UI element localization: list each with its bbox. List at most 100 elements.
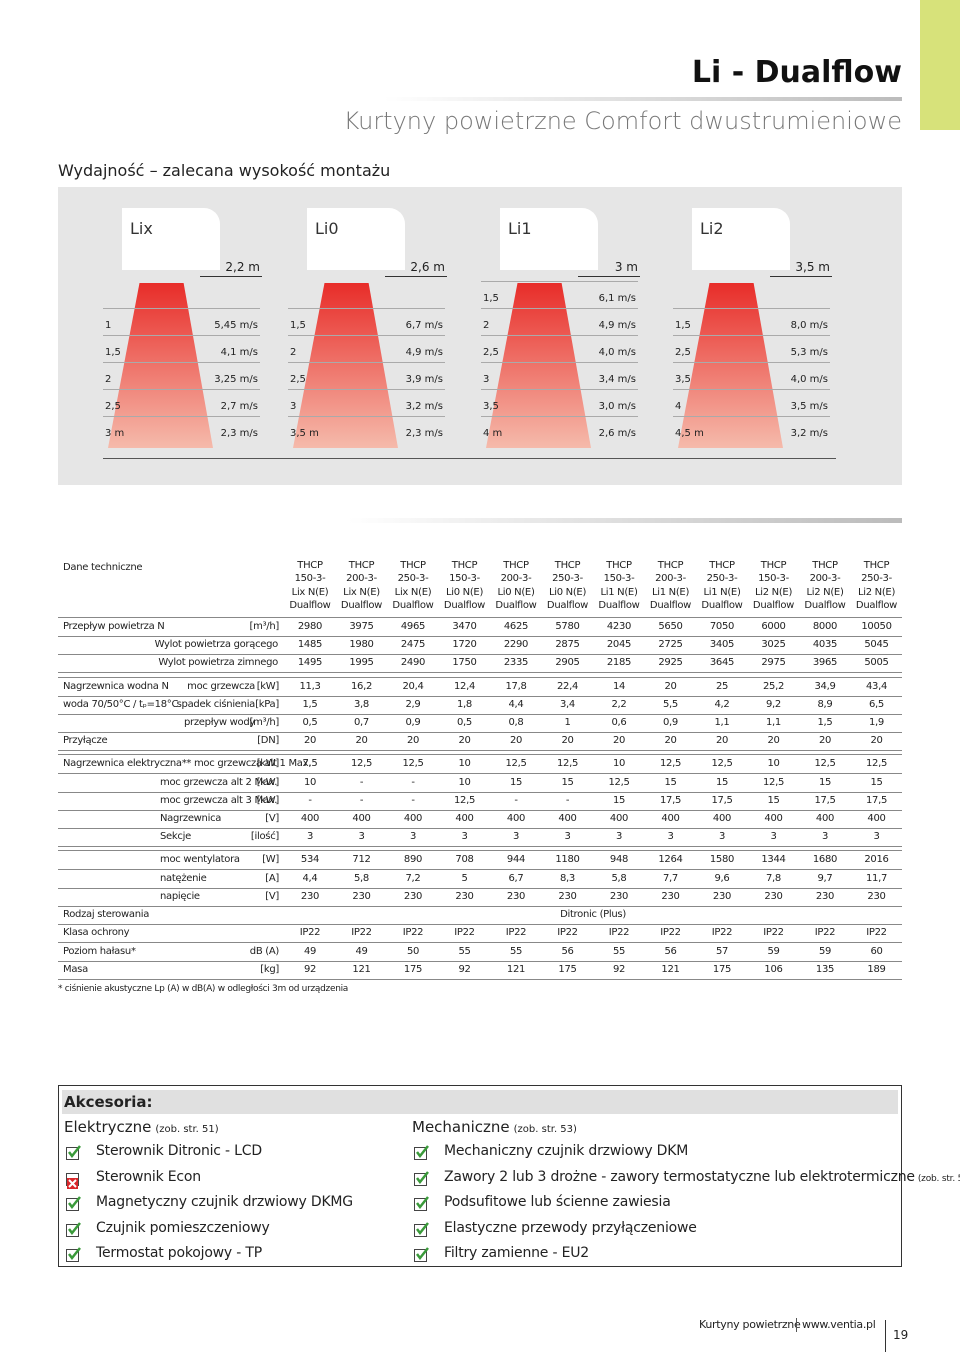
cell-value: 15 <box>612 795 626 806</box>
accessories-title: Akcesoria: <box>64 1093 153 1111</box>
air-speed: 5,45 m/s <box>214 320 258 331</box>
cell-value: IP22 <box>557 927 578 938</box>
height-rule <box>385 276 447 277</box>
check-icon <box>416 1247 429 1260</box>
cell-value: 12,5 <box>556 758 579 769</box>
row-rule <box>673 362 830 363</box>
cell-value: 0,8 <box>508 717 524 728</box>
cell-value: 230 <box>558 891 577 902</box>
column-header: Dualflow <box>752 599 795 611</box>
row-label: Przyłącze <box>63 735 108 746</box>
cell-value: - <box>514 795 518 806</box>
cell-value: 20 <box>664 735 677 746</box>
cell-value: 5045 <box>864 639 889 650</box>
cell-value: 230 <box>712 891 732 902</box>
distance: 1,5 <box>290 320 306 331</box>
item-label: Podsufitowe lub ścienne zawiesia <box>444 1194 671 1210</box>
cell-value: 400 <box>712 813 732 824</box>
cell-value: 230 <box>403 891 423 902</box>
air-speed: 6,7 m/s <box>405 320 443 331</box>
column-header: Lix N(E) <box>343 586 380 598</box>
distance: 4 <box>675 401 682 412</box>
column-header: THCP <box>451 560 478 571</box>
row-rule <box>103 389 260 390</box>
distance: 3 <box>483 374 490 385</box>
cell-value: 400 <box>455 813 474 824</box>
cell-value: 1 <box>564 717 571 728</box>
install-height: 2,6 m <box>410 260 445 274</box>
row-label: Przepływ powietrza N <box>63 621 165 632</box>
cell-value: 12,5 <box>608 777 630 788</box>
row-rule <box>58 792 902 793</box>
row-unit: [m³/h] <box>249 717 280 728</box>
cell-value: 20 <box>612 735 626 746</box>
cell-value: IP22 <box>351 927 372 938</box>
item-label: Sterownik Ditronic - LCD <box>96 1143 262 1159</box>
cell-value: 534 <box>300 854 320 865</box>
cell-value: 60 <box>870 946 883 957</box>
row-rule <box>58 810 902 811</box>
item-label: Zawory 2 lub 3 drożne - zawory termostat… <box>444 1168 915 1185</box>
cell-value: 3 <box>770 831 777 842</box>
cell-value: 0,7 <box>353 717 369 728</box>
cell-value: 2016 <box>864 854 889 865</box>
row-rule <box>58 654 902 655</box>
distance: 2,5 <box>675 347 691 358</box>
cell-value: 1680 <box>812 854 838 865</box>
cell-value: 9,7 <box>817 873 833 884</box>
check-icon <box>68 1247 81 1260</box>
item-text: Sterownik Ditronic - LCD <box>96 1143 262 1159</box>
cell-value: 15 <box>509 777 523 788</box>
cell-value: 1180 <box>555 854 580 865</box>
distance: 3,5 <box>675 374 691 385</box>
row-rule <box>673 308 830 309</box>
row-rule <box>58 636 902 637</box>
cell-value: 4230 <box>606 621 632 632</box>
row-unit: [kW] <box>256 777 280 788</box>
row-rule <box>288 362 445 363</box>
row-sublabel: Sekcje <box>160 831 191 842</box>
cell-value: 15 <box>818 777 832 788</box>
cell-value: 2875 <box>555 639 580 650</box>
row-sublabel: moc grzewcza alt 3 Max. <box>160 795 278 806</box>
cell-value: 7,5 <box>302 758 318 769</box>
item-label: Mechaniczny czujnik drzwiowy DKM <box>444 1143 689 1159</box>
column-header: 200-3- <box>346 573 377 585</box>
cell-value: 92 <box>303 964 317 975</box>
air-speed: 5,3 m/s <box>790 347 828 358</box>
cell-value: 5780 <box>555 621 580 632</box>
cell-value: 10 <box>303 777 317 788</box>
column-header: 200-3- <box>809 573 841 585</box>
distance: 3,5 m <box>290 428 319 439</box>
cell-value: 11,7 <box>865 873 888 884</box>
cell-value: 1720 <box>452 639 477 650</box>
item-text: Sterownik Econ <box>96 1169 201 1185</box>
item-text: Filtry zamienne - EU2 <box>444 1245 589 1261</box>
cell-value: 1,5 <box>817 717 833 728</box>
row-rule <box>58 888 902 889</box>
cell-value: 1,9 <box>868 717 884 728</box>
cell-value: IP22 <box>505 927 527 938</box>
row-sublabel: moc grzewcza <box>187 681 255 692</box>
cell-value: 20 <box>870 735 883 746</box>
cell-value: 230 <box>867 891 886 902</box>
row-rule <box>58 750 902 751</box>
row-rule <box>58 979 902 980</box>
cell-value: 3 <box>512 831 520 842</box>
cell-value: 175 <box>712 964 732 975</box>
row-rule <box>103 362 260 363</box>
group-note: (zob. str. 51) <box>155 1124 219 1135</box>
cell-value: 2725 <box>658 639 683 650</box>
row-unit: [kW] <box>256 681 280 692</box>
cell-value: - <box>308 795 312 806</box>
cell-value: 20 <box>664 681 677 692</box>
check-icon <box>68 1196 81 1209</box>
cell-value: 20 <box>406 735 420 746</box>
cell-value: 0,9 <box>405 717 421 728</box>
group-rule <box>58 677 902 678</box>
cell-value: 1,1 <box>714 717 730 728</box>
cell-value: 25,2 <box>762 681 785 692</box>
row-sublabel: przepływ wody <box>184 717 255 728</box>
cell-value: 3 <box>667 831 674 842</box>
row-rule <box>673 335 830 336</box>
